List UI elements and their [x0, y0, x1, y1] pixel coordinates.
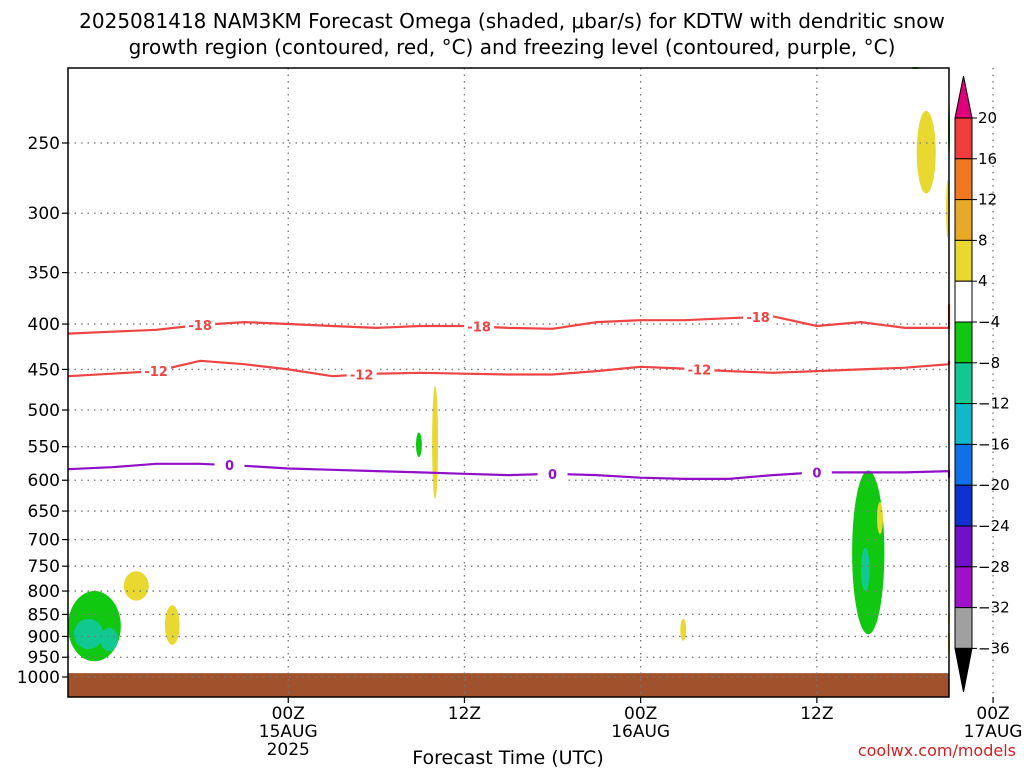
omega-region-10 [877, 502, 883, 535]
contour-label: -18 [188, 319, 212, 334]
colorbar-tick-label: 8 [978, 231, 988, 249]
plot-frame [67, 67, 950, 698]
colorbar-tick-label: −4 [978, 313, 1000, 331]
x-tick-label: 16AUG [611, 722, 670, 742]
y-tick-label: 600 [28, 471, 60, 491]
colorbar-bin [954, 443, 973, 486]
y-tick-label: 800 [28, 582, 60, 602]
contour-line-1 [67, 359, 951, 378]
contour-label: -18 [467, 321, 491, 336]
x-axis-label: Forecast Time (UTC) [412, 747, 603, 768]
colorbar-tick-label: 16 [978, 150, 997, 168]
x-tick-label: 12Z [800, 704, 833, 724]
omega-region-5 [415, 432, 422, 458]
chart-title-line-2: growth region (contoured, red, °C) and f… [129, 35, 896, 59]
omega-region-11 [916, 110, 936, 194]
colorbar-bin [954, 117, 973, 160]
contour-label-bg [684, 361, 715, 378]
contour-label: -18 [746, 311, 770, 326]
contour-label: 0 [812, 466, 821, 481]
colorbar-legend: 20 16 12 8 4 −4 −8 −12 −16 −20 −24 −28 −32 −36 [954, 75, 1010, 693]
colorbar-bin [954, 199, 973, 241]
contour-label-bg [743, 308, 774, 325]
omega-region-4 [164, 605, 180, 645]
colorbar-bin [954, 484, 973, 527]
omega-region-6 [432, 386, 439, 500]
colorbar-top-arrow [954, 75, 973, 119]
y-tick-label: 550 [28, 438, 60, 458]
x-tick-label: 12Z [448, 704, 481, 724]
y-tick-label: 900 [28, 627, 60, 647]
x-tick-label: 00Z [272, 704, 305, 724]
y-tick-label: 650 [28, 502, 60, 522]
omega-region-8 [852, 470, 885, 635]
omega-region-3 [123, 571, 149, 601]
colorbar-tick-label: 20 [978, 109, 997, 127]
colorbar-bin [954, 280, 973, 323]
contour-label: 0 [225, 459, 234, 474]
colorbar-bin [954, 158, 973, 201]
y-tick-label: 1000 [17, 668, 60, 688]
y-axis-pressure: 2503003504004505005506006507007508008509… [17, 134, 68, 688]
contour-label: -12 [144, 365, 168, 380]
y-tick-label: 950 [28, 648, 60, 668]
omega-region-1 [73, 618, 104, 650]
colorbar-tick-label: −16 [978, 435, 1010, 453]
x-tick-label: 15AUG [259, 722, 318, 742]
y-tick-label: 700 [28, 531, 60, 551]
contour-label: -12 [688, 363, 712, 378]
contour-label-bg [537, 465, 568, 482]
colorbar-bin [954, 321, 973, 364]
colorbar-tick-label: −8 [978, 354, 1000, 372]
colorbar-tick-label: −24 [978, 517, 1010, 535]
colorbar-tick-label: −32 [978, 599, 1010, 617]
contour-label: 0 [548, 468, 557, 483]
colorbar-tick-label: 12 [978, 191, 997, 209]
colorbar-bin [954, 525, 973, 568]
y-tick-label: 850 [28, 605, 60, 625]
contour-label-bg [346, 366, 377, 383]
colorbar-bin [954, 403, 973, 445]
contour-label-bg [464, 318, 495, 335]
y-tick-label: 250 [28, 134, 60, 154]
colorbar-tick-label: −12 [978, 395, 1010, 413]
omega-shading-layer [68, 67, 950, 662]
contour-label-bg [141, 363, 172, 380]
colorbar-tick-label: −36 [978, 639, 1010, 657]
grid-layer [68, 68, 994, 697]
x-tick-label: 17AUG [964, 722, 1023, 742]
colorbar-tick-label: −28 [978, 558, 1010, 576]
omega-region-7 [680, 618, 687, 641]
credit-text: coolwx.com/models [858, 741, 1016, 760]
y-tick-label: 750 [28, 557, 60, 577]
contour-label-bg [185, 317, 216, 334]
colorbar-bin [954, 566, 973, 609]
colorbar-tick-label: −20 [978, 476, 1010, 494]
colorbar-bin [954, 607, 973, 649]
omega-region-9 [860, 547, 870, 592]
contour-label-bg [801, 464, 832, 481]
y-tick-label: 500 [28, 401, 60, 421]
contour-layer: -18 -18 -18 -12 -12 -12 0 0 0 [67, 304, 951, 483]
y-tick-label: 300 [28, 204, 60, 224]
contour-label: -12 [350, 369, 374, 384]
colorbar-tick-label: 4 [978, 272, 988, 290]
x-tick-label: 00Z [624, 704, 657, 724]
colorbar-bin [954, 239, 973, 282]
y-tick-label: 350 [28, 264, 60, 284]
colorbar-bottom-arrow [954, 647, 973, 693]
colorbar-bin [954, 362, 973, 405]
chart-title-line-1: 2025081418 NAM3KM Forecast Omega (shaded… [79, 9, 945, 33]
x-tick-label: 00Z [976, 704, 1009, 724]
x-tick-label: 2025 [267, 740, 310, 760]
y-tick-label: 400 [28, 315, 60, 335]
omega-region-2 [100, 627, 118, 652]
contour-line-0 [67, 304, 951, 335]
contour-label-bg [214, 457, 245, 474]
y-tick-label: 450 [28, 360, 60, 380]
